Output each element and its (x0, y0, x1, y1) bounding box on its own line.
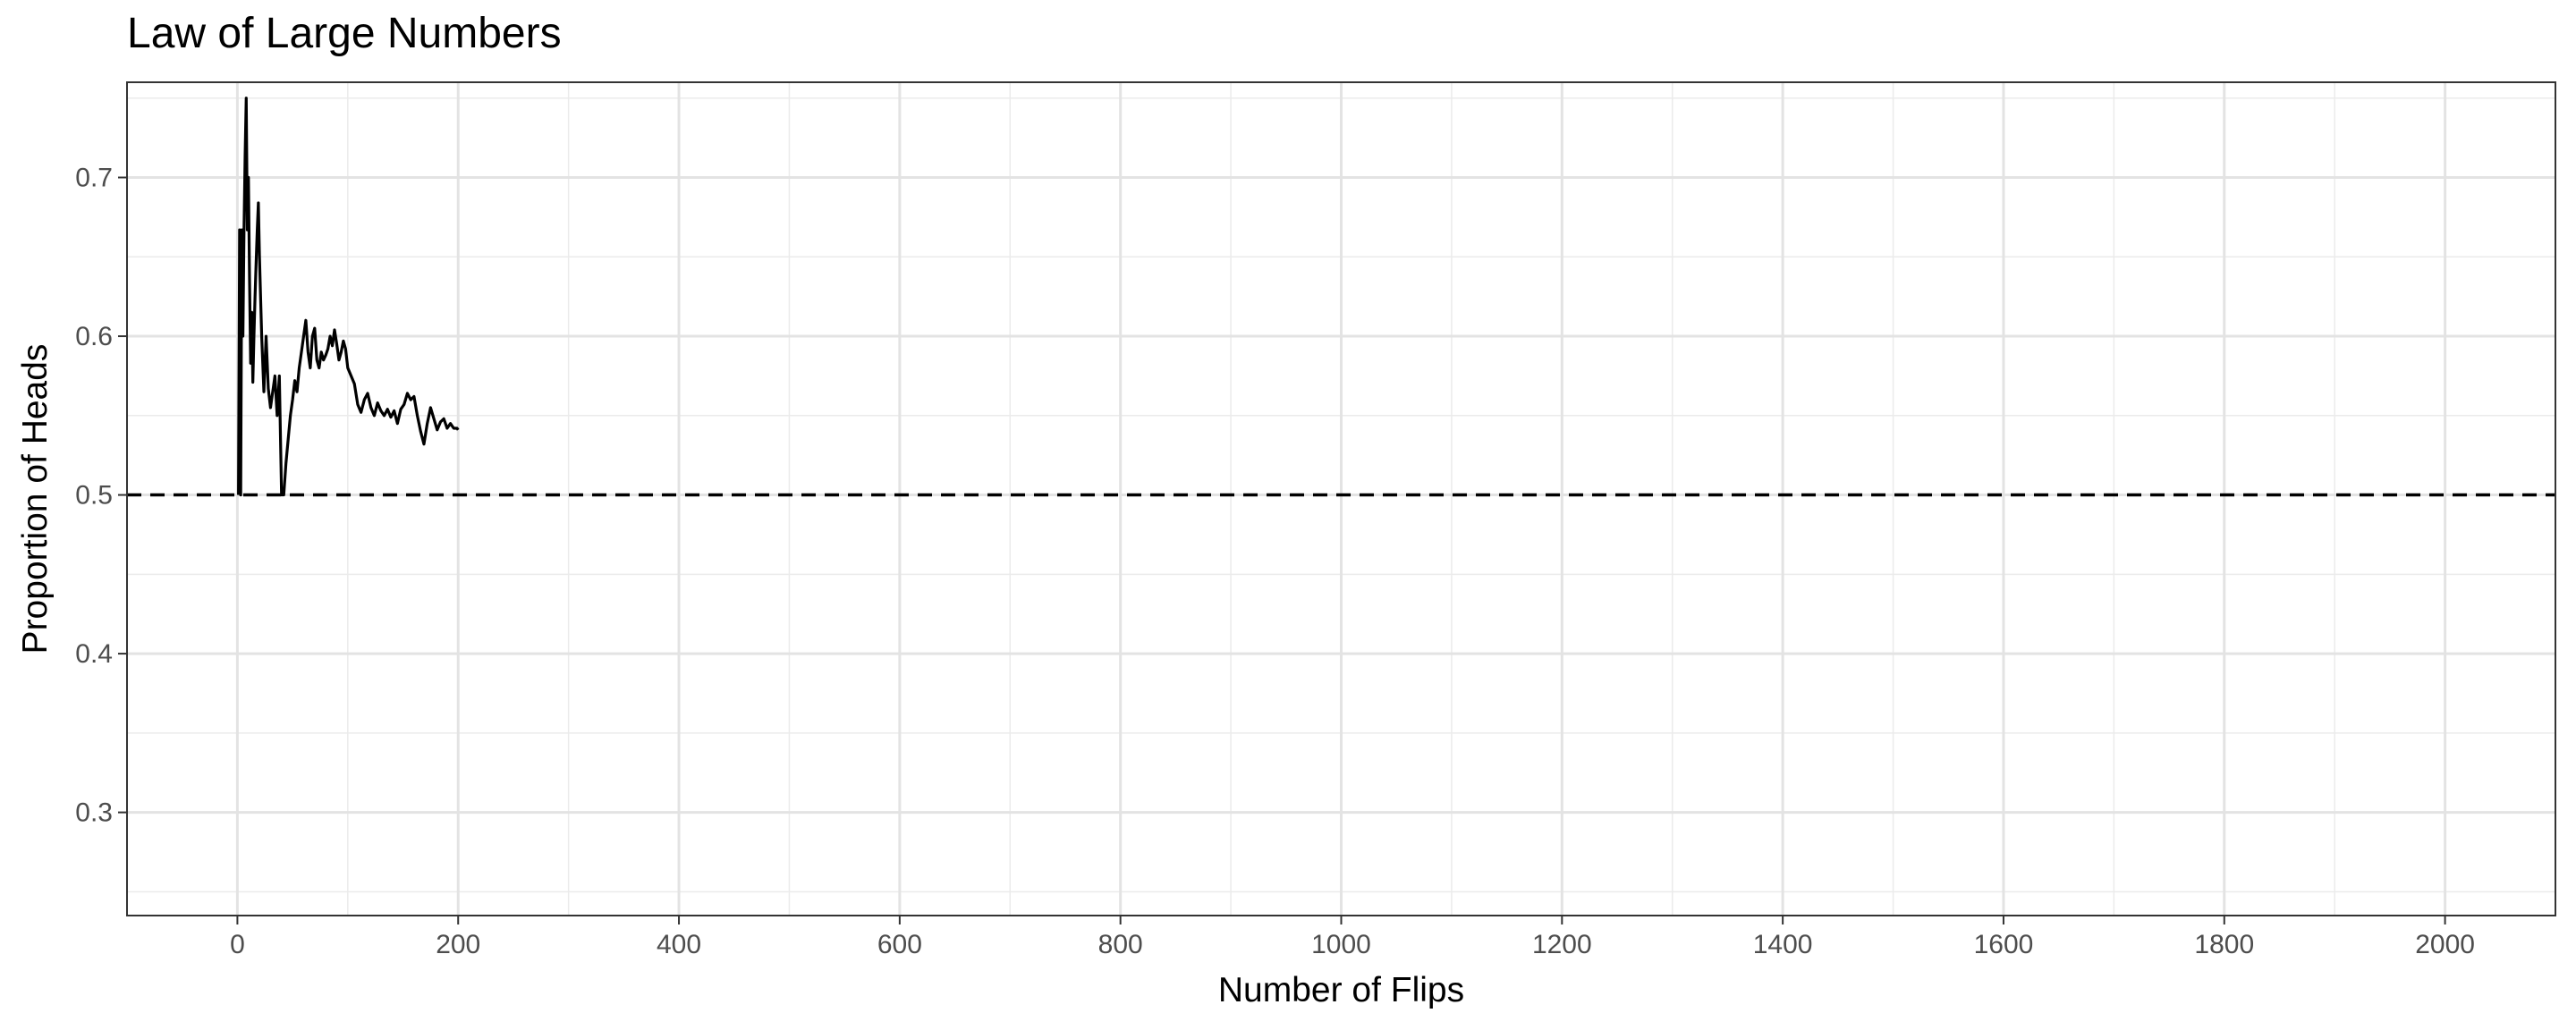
x-tick-label: 400 (657, 930, 701, 959)
x-tick-label: 800 (1098, 930, 1143, 959)
x-axis-title: Number of Flips (1218, 971, 1464, 1009)
x-tick-label: 1000 (1311, 930, 1371, 959)
x-axis-ticks: 0 200 400 600 800 1000 1200 1400 1600 1800 2000 (230, 916, 2475, 959)
x-tick-label: 2000 (2415, 930, 2475, 959)
x-tick-label: 0 (230, 930, 245, 959)
series-layer (237, 97, 460, 497)
x-tick-label: 1400 (1753, 930, 1813, 959)
y-tick-label: 0.5 (75, 481, 113, 511)
x-tick-label: 1600 (1974, 930, 2034, 959)
series-line-0 (237, 97, 460, 497)
grid-major-x (235, 82, 2447, 916)
y-tick-label: 0.6 (75, 322, 113, 351)
y-axis-title: Proportion of Heads (16, 344, 55, 654)
y-axis-ticks: 0.3 0.4 0.5 0.6 0.7 (75, 164, 127, 828)
y-tick-label: 0.7 (75, 164, 113, 193)
y-tick-label: 0.4 (75, 639, 113, 669)
y-tick-label: 0.3 (75, 798, 113, 828)
x-tick-label: 600 (877, 930, 922, 959)
x-tick-label: 200 (436, 930, 480, 959)
x-tick-label: 1800 (2194, 930, 2254, 959)
chart-title: Law of Large Numbers (127, 10, 562, 57)
x-tick-label: 1200 (1532, 930, 1592, 959)
